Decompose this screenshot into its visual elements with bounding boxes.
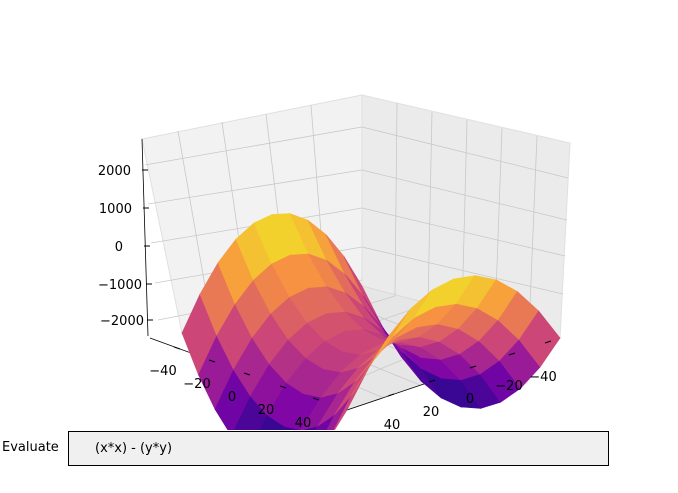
y-tick-label: 40 xyxy=(384,418,401,430)
expression-text: (x*x) - (y*y) xyxy=(95,441,173,456)
y-tick-label: 20 xyxy=(423,405,440,420)
x-tick-label: 20 xyxy=(258,403,275,418)
y-tick-label: −20 xyxy=(495,379,522,394)
surface-mesh xyxy=(181,213,561,430)
evaluate-label: Evaluate xyxy=(2,440,59,455)
x-tick-label: −20 xyxy=(183,377,210,392)
z-tick-label: 1000 xyxy=(99,202,132,217)
y-tick-label: −40 xyxy=(529,370,556,385)
surface-patch xyxy=(518,310,561,368)
y-axis-ticks: 40 20 0 −20 −40 xyxy=(384,340,557,430)
z-tick-label: −2000 xyxy=(100,314,144,329)
z-tick-label: −1000 xyxy=(98,278,142,293)
z-tick-label: 0 xyxy=(115,240,123,255)
z-tick-label: 2000 xyxy=(98,164,131,179)
x-tick-label: 40 xyxy=(295,416,312,430)
expression-input[interactable]: (x*x) - (y*y) xyxy=(68,431,609,466)
z-axis-line xyxy=(141,138,149,337)
z-axis-ticks: 2000 1000 0 −1000 −2000 xyxy=(98,164,153,329)
x-axis-ticks: −40 −20 0 20 40 xyxy=(149,346,320,430)
surface-plot[interactable]: 2000 1000 0 −1000 −2000 −40 −20 0 20 40 … xyxy=(0,0,678,430)
y-tick-label: 0 xyxy=(466,392,474,407)
x-tick-label: −40 xyxy=(149,364,176,379)
x-tick-label: 0 xyxy=(228,390,236,405)
